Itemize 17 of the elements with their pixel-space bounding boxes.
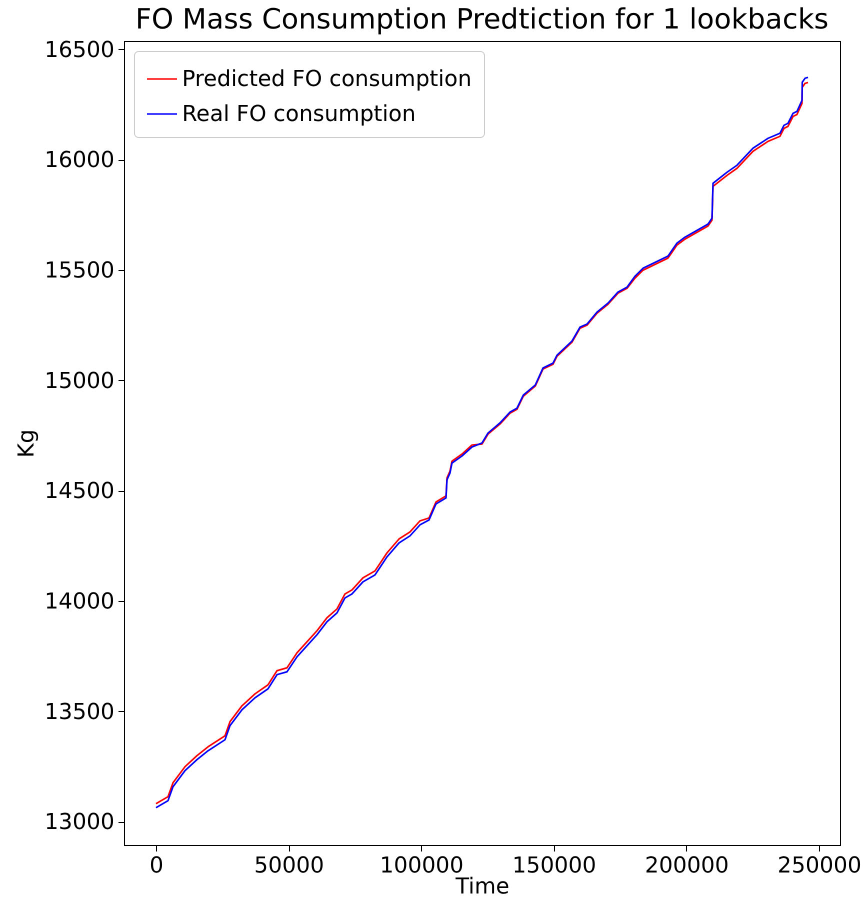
x-tick-label: 0 [150, 854, 164, 878]
y-tick-label: 15000 [44, 368, 114, 394]
x-tick-label: 200000 [644, 854, 729, 878]
legend-label: Predicted FO consumption [182, 67, 472, 92]
y-axis-title: Kg [14, 429, 40, 458]
x-tick-label: 250000 [777, 854, 862, 878]
y-tick-label: 14500 [44, 479, 114, 504]
legend-label: Real FO consumption [182, 102, 416, 127]
y-tick-label: 13500 [44, 700, 114, 725]
y-tick-label: 13000 [44, 810, 114, 836]
y-tick-label: 16000 [44, 148, 114, 174]
y-tick-label: 14000 [44, 589, 114, 614]
y-tick-label: 16500 [44, 38, 114, 63]
chart-title: FO Mass Consumption Predtiction for 1 lookbacks [135, 2, 829, 36]
x-tick-label: 150000 [512, 854, 596, 878]
y-tick-label: 15500 [44, 258, 114, 284]
x-tick-label: 50000 [254, 854, 324, 878]
